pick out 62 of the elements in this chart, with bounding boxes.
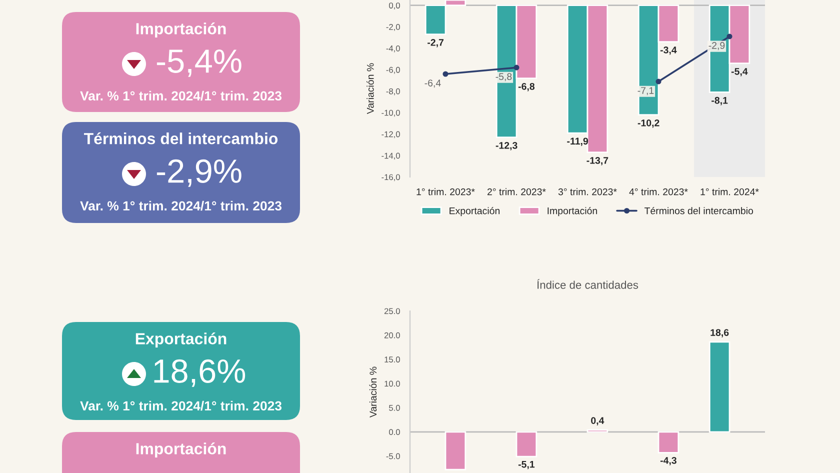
data-label: -10,2: [638, 119, 660, 128]
data-label: -2,7: [428, 39, 444, 48]
y-tick-label: -5.0: [386, 453, 400, 460]
data-label: 0,4: [591, 417, 604, 426]
point: [442, 71, 448, 77]
data-label: -5,4: [731, 68, 748, 76]
chart-title: Índice de cantidades: [537, 279, 638, 289]
y-tick-label: 25.0: [384, 308, 400, 314]
bar: [444, 431, 466, 470]
bar: [516, 431, 538, 458]
y-tick-label: -14,0: [382, 152, 400, 160]
data-label: -2,9: [708, 42, 725, 50]
bar: [658, 431, 680, 454]
y-tick-label: 0.0: [389, 429, 400, 435]
data-label: -5,1: [518, 460, 535, 470]
y-tick-label: 5.0: [389, 404, 400, 411]
y-tick-label: -10,0: [382, 110, 400, 117]
y-tick-label: -2,0: [386, 24, 400, 31]
y-tick-label: 15.0: [384, 356, 400, 362]
y-tick-label: -6,0: [386, 66, 400, 74]
legend-label: Exportación: [450, 206, 500, 216]
text: Var. % 1° trim. 2024/1° trim. 2023: [80, 400, 282, 411]
text: Exportación: [136, 332, 226, 348]
data-label: -6,8: [518, 82, 535, 92]
y-tick-label: 0,0: [389, 2, 400, 10]
data-label: -4,3: [660, 456, 676, 466]
data-label: -11,9: [567, 138, 588, 146]
y-tick-label: 20.0: [384, 332, 400, 338]
data-label: -3,4: [660, 46, 677, 55]
y-tick-label: -16,0: [382, 174, 400, 182]
text: -5,4%: [156, 49, 242, 77]
point: [656, 78, 662, 84]
data-label: -7,1: [638, 87, 654, 96]
y-tick-label: -12,0: [382, 131, 400, 138]
legend-label: Importación: [548, 206, 597, 216]
text: Términos del intercambio: [84, 132, 278, 144]
data-label: -8,1: [712, 96, 728, 106]
data-label: -6,4: [424, 80, 441, 88]
point: [726, 34, 732, 40]
y-axis-title: Variación %: [366, 63, 374, 114]
x-tick-label: 1° trim. 2024*: [700, 188, 759, 196]
y-tick-label: 10.0: [384, 380, 400, 387]
text: Var. % 1° trim. 2024/1° trim. 2023: [80, 200, 282, 211]
legend-label: Términos del intercambio: [644, 206, 754, 214]
x-tick-label: 4° trim. 2023*: [629, 188, 688, 196]
x-tick-label: 3° trim. 2023*: [558, 188, 617, 196]
data-label: -13,7: [586, 157, 608, 166]
data-label: -12,3: [496, 142, 518, 150]
text: Importación: [136, 442, 226, 458]
text: Var. % 1° trim. 2024/1° trim. 2023: [80, 90, 282, 101]
text: Importación: [136, 22, 226, 38]
x-tick-label: 1° trim. 2023*: [416, 188, 475, 196]
x-tick-label: 2° trim. 2023*: [487, 188, 546, 196]
bar: [708, 341, 730, 433]
y-axis-title: Variación %: [369, 366, 377, 418]
point: [514, 64, 520, 70]
text: -2,9%: [156, 159, 242, 187]
data-label: -5,8: [496, 73, 512, 82]
data-label: 18,6: [710, 329, 729, 338]
text: 18,6%: [154, 359, 246, 387]
y-tick-label: -4,0: [386, 45, 400, 52]
y-tick-label: -8,0: [386, 88, 400, 96]
